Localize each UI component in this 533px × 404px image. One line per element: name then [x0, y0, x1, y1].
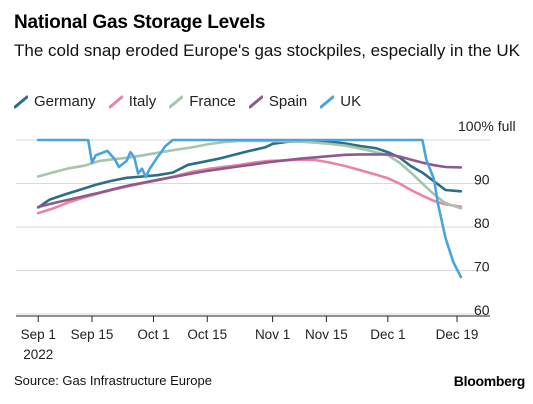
x-tick-label: Sep 15 [71, 327, 114, 342]
series-line-germany [36, 139, 463, 209]
x-tick-label: Oct 15 [187, 327, 227, 342]
legend-label: France [189, 93, 236, 110]
legend-swatch [248, 95, 263, 109]
chart-title: National Gas Storage Levels [14, 12, 266, 33]
legend-label: Germany [34, 93, 96, 110]
y-tick-label: 80 [474, 215, 490, 231]
x-sublabel: 2022 [23, 347, 53, 362]
series-line-uk [36, 138, 463, 279]
legend-swatch [108, 95, 123, 109]
series-line-spain [36, 153, 463, 209]
chart-subtitle: The cold snap eroded Europe's gas stockp… [14, 41, 520, 60]
x-tick-label: Dec 1 [370, 327, 405, 342]
legend-label: Spain [268, 93, 308, 110]
x-tick-label: Oct 1 [137, 327, 169, 342]
legend-swatch [169, 95, 184, 109]
bloomberg-logo: Bloomberg [453, 373, 526, 389]
legend-item-spain: Spain [248, 93, 308, 110]
legend-item-france: France [169, 93, 236, 110]
y-top-label: 100% full [458, 118, 516, 134]
x-tick-label: Sep 1 [21, 327, 56, 342]
chart-legend: Germany Italy France Spain UK [14, 93, 374, 110]
x-tick-label: Nov 15 [305, 327, 348, 342]
y-tick-label: 90 [474, 172, 490, 188]
chart-area: 60 70 80 90 100% full Sep 1 Sep 15 Oct 1 Oct 15 N… [0, 110, 533, 370]
legend-swatch [320, 95, 335, 109]
legend-label: Italy [128, 93, 157, 110]
source-note: Source: Gas Infrastructure Europe [14, 373, 212, 388]
y-tick-label: 70 [474, 259, 490, 275]
legend-item-italy: Italy [108, 93, 157, 110]
legend-label: UK [340, 93, 362, 110]
line-chart: 60 70 80 90 100% full Sep 1 Sep 15 Oct 1 Oct 15 N… [16, 118, 516, 362]
x-tick-label: Nov 1 [255, 327, 290, 342]
y-tick-label: 60 [474, 302, 490, 318]
series-line-italy [36, 158, 463, 215]
legend-item-uk: UK [320, 93, 361, 110]
legend-swatch [14, 95, 28, 109]
legend-item-germany: Germany [14, 93, 96, 110]
x-tick-label: Dec 19 [436, 327, 479, 342]
